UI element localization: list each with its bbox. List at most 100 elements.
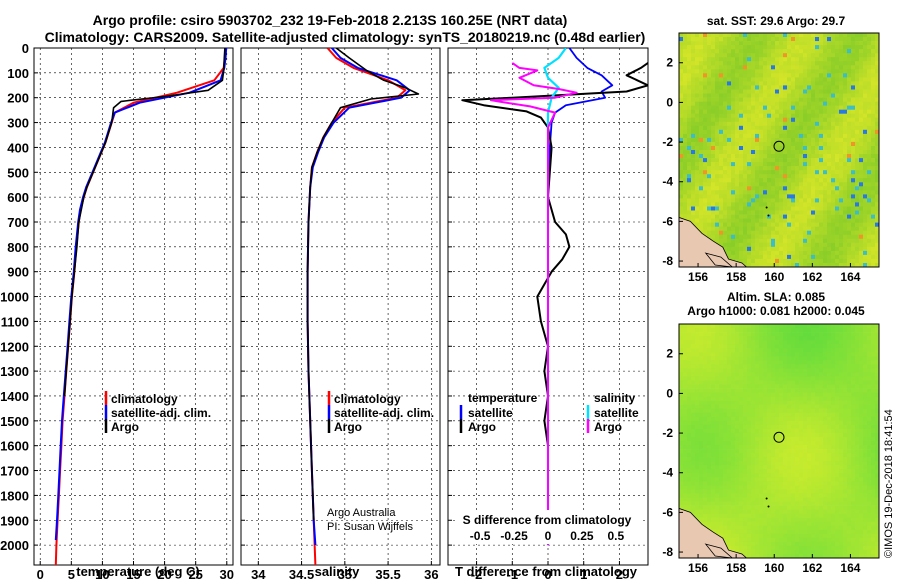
heatmap-cell	[743, 376, 748, 381]
heatmap-cell	[855, 45, 860, 50]
heatmap-cell	[755, 61, 760, 66]
heatmap-cell	[755, 194, 760, 199]
heatmap-cell	[755, 541, 760, 547]
heatmap-cell	[699, 368, 704, 373]
heatmap-cell	[707, 412, 712, 418]
heatmap-cell	[723, 150, 728, 155]
heatmap-cell	[851, 166, 856, 171]
heatmap-cell	[699, 45, 704, 50]
heatmap-cell	[775, 41, 780, 46]
figure-title-line2: Climatology: CARS2009. Satellite-adjuste…	[45, 29, 646, 45]
heatmap-cell	[711, 521, 716, 527]
heatmap-cell	[799, 344, 804, 349]
heatmap-cell	[811, 214, 816, 219]
heatmap-cell	[763, 65, 768, 70]
heatmap-cell	[687, 65, 692, 70]
heatmap-cell	[731, 69, 736, 74]
heatmap-cell	[819, 117, 824, 123]
heatmap-cell	[747, 93, 752, 98]
heatmap-cell	[803, 129, 808, 135]
heatmap-cell	[775, 101, 780, 106]
heatmap-cell	[791, 416, 796, 422]
heatmap-cell	[767, 129, 772, 135]
heatmap-cell	[751, 412, 756, 418]
heatmap-cell	[711, 364, 716, 369]
heatmap-cell	[783, 170, 788, 175]
heatmap-cell	[851, 61, 856, 66]
heatmap-cell	[759, 254, 764, 260]
heatmap-cell	[719, 340, 724, 345]
heatmap-cell	[779, 497, 784, 502]
heatmap-cell	[727, 150, 732, 155]
heatmap-cell	[775, 336, 780, 341]
heatmap-cell	[775, 182, 780, 187]
heatmap-cell	[695, 356, 700, 361]
heatmap-cell	[699, 117, 704, 123]
heatmap-cell	[727, 129, 732, 135]
heatmap-cell	[711, 493, 716, 498]
heatmap-cell	[759, 162, 764, 167]
heatmap-cell	[775, 449, 780, 454]
heatmap-cell	[699, 400, 704, 406]
heatmap-cell	[791, 537, 796, 543]
heatmap-cell	[807, 170, 812, 175]
heatmap-cell	[755, 360, 760, 365]
heatmap-cell	[791, 53, 796, 58]
heatmap-cell	[771, 453, 776, 458]
heatmap-cell	[863, 206, 868, 211]
heatmap-cell	[803, 174, 808, 179]
heatmap-cell	[751, 178, 756, 183]
heatmap-cell	[751, 554, 756, 558]
heatmap-cell	[867, 109, 872, 115]
heatmap-cell	[759, 441, 764, 446]
heatmap-cell	[839, 206, 844, 211]
heatmap-cell	[799, 432, 804, 438]
heatmap-cell	[707, 61, 712, 66]
heatmap-cell	[743, 250, 748, 256]
depth-tick-label: 1300	[0, 364, 29, 379]
heatmap-cell	[803, 332, 808, 337]
heatmap-cell	[835, 210, 840, 215]
heatmap-cell	[839, 113, 844, 119]
heatmap-cell	[727, 356, 732, 361]
heatmap-cell	[771, 174, 776, 179]
heatmap-cell	[771, 170, 776, 175]
heatmap-cell	[775, 348, 780, 353]
heatmap-cell	[759, 485, 764, 490]
heatmap-cell	[867, 198, 872, 203]
heatmap-cell	[695, 412, 700, 418]
heatmap-cell	[719, 141, 724, 147]
heatmap-cell	[791, 505, 796, 510]
heatmap-cell	[855, 85, 860, 90]
heatmap-cell	[843, 174, 848, 179]
heatmap-cell	[715, 37, 720, 42]
heatmap-cell	[699, 328, 704, 333]
heatmap-cell	[807, 37, 812, 42]
heatmap-cell	[799, 234, 804, 240]
heatmap-cell	[715, 376, 720, 381]
heatmap-cell	[835, 133, 840, 139]
heatmap-cell	[743, 513, 748, 518]
heatmap-cell	[727, 384, 732, 389]
heatmap-cell	[815, 226, 820, 232]
heatmap-cell	[715, 226, 720, 232]
heatmap-cell	[711, 424, 716, 430]
heatmap-cell	[703, 384, 708, 389]
heatmap-cell	[751, 246, 756, 252]
heatmap-cell	[755, 101, 760, 106]
heatmap-cell	[699, 384, 704, 389]
heatmap-cell	[779, 162, 784, 167]
heatmap-cell	[787, 166, 792, 171]
heatmap-cell	[787, 33, 792, 38]
heatmap-cell	[719, 137, 724, 143]
heatmap-cell	[763, 477, 768, 482]
heatmap-cell	[707, 57, 712, 62]
heatmap-cell	[691, 170, 696, 175]
heatmap-cell	[691, 348, 696, 353]
heatmap-cell	[739, 424, 744, 430]
heatmap-cell	[775, 73, 780, 78]
heatmap-cell	[827, 105, 832, 110]
heatmap-cell	[839, 210, 844, 215]
heatmap-cell	[767, 368, 772, 373]
heatmap-cell	[695, 129, 700, 135]
